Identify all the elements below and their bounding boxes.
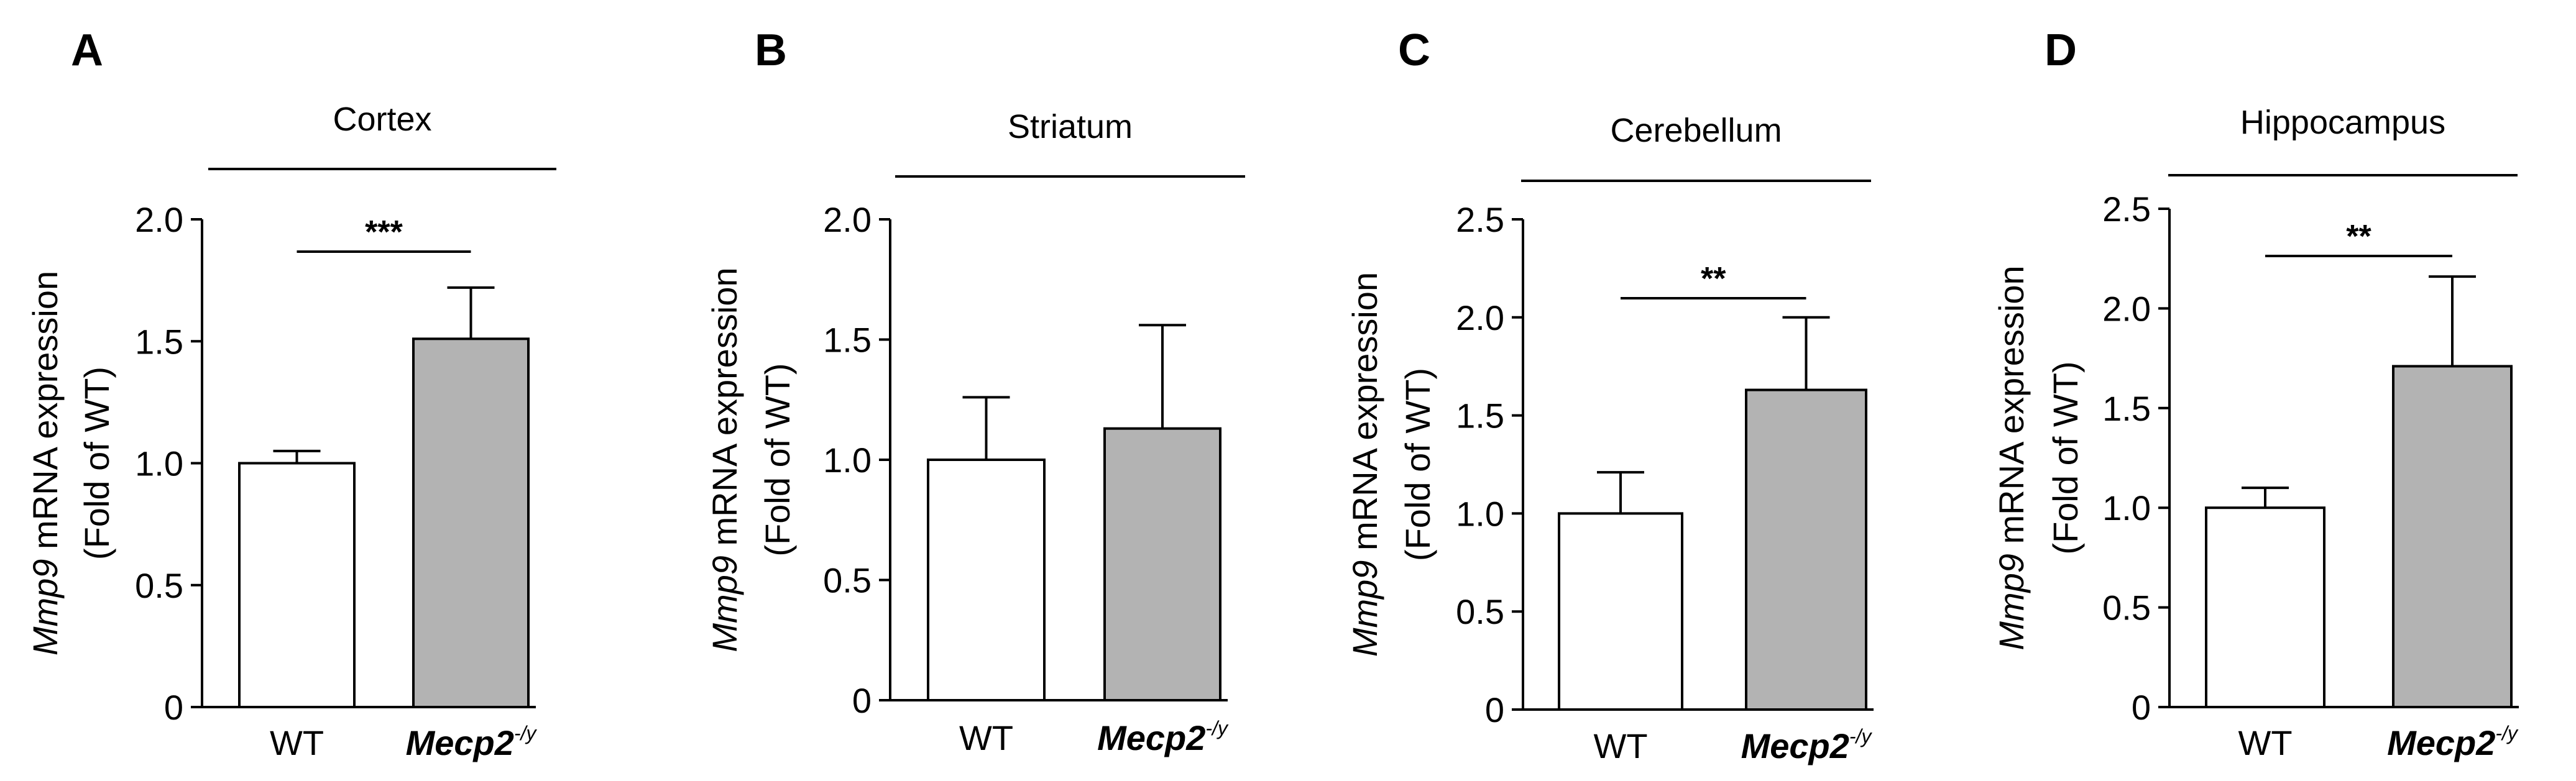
category-name: Mecp2 [1097,718,1205,757]
x-tick-label-mecp2: Mecp2-/y [2387,722,2519,762]
y-tick-label: 0 [164,688,183,727]
y-axis-label: Mmp9 mRNA expression [705,267,744,652]
panel-label: D [2045,25,2077,75]
region-title: Cortex [333,101,431,138]
region-title: Striatum [1008,108,1133,145]
x-tick-label-wt: WT [1593,726,1647,765]
y-tick-label: 0 [852,681,872,720]
x-tick-label-wt: WT [2238,723,2292,762]
bar-mecp2 [2392,365,2513,708]
y-tick-label: 1.0 [1456,494,1504,533]
significance-stars: ** [2346,219,2371,255]
bar-mecp2 [1103,427,1221,701]
y-axis-label-line2: (Fold of WT) [1398,368,1437,561]
category-name: WT [959,718,1013,757]
category-name: WT [2238,723,2292,762]
y-tick-label: 1.5 [823,321,872,360]
panel-a: A Cortex 0 0.5 1.0 1.5 2.0 Mmp9 mRNA expression… [25,25,556,762]
y-axis-label-rest: mRNA expression [705,267,744,555]
category-name: WT [1593,726,1647,765]
y-axis-label-gene: Mmp9 [705,555,744,652]
y-tick-label: 2.5 [1456,200,1504,239]
category-superscript: -/y [2495,722,2519,744]
bar-wt [238,462,356,708]
x-tick-label-mecp2: Mecp2-/y [406,722,538,762]
y-axis-label-line2: (Fold of WT) [2046,361,2085,554]
y-tick-label: 0 [2132,688,2151,727]
y-axis-label-line2: (Fold of WT) [758,363,797,556]
panel-label: C [1398,25,1430,75]
y-tick-label: 1.0 [135,444,183,483]
y-axis-label-gene: Mmp9 [1345,560,1384,657]
y-axis-label-gene: Mmp9 [1992,554,2031,651]
bar-wt [1558,512,1683,711]
region-title: Cerebellum [1610,112,1782,149]
y-axis-label-line2: (Fold of WT) [77,367,116,560]
y-tick-label: 0 [1485,690,1504,729]
significance-stars: ** [1701,261,1726,297]
bar-wt [2205,506,2325,708]
panel-d: D Hippocampus 0 0.5 1.0 1.5 2.0 2.5 Mmp9 mRNA ex… [1992,25,2519,762]
y-tick-label: 2.0 [2102,289,2151,328]
y-tick-label: 0.5 [2102,588,2151,628]
y-axis-label: Mmp9 mRNA expression [1992,265,2031,650]
y-tick-label: 0.5 [135,566,183,605]
y-axis-label-gene: Mmp9 [25,559,65,656]
panel-b: B Striatum 0 0.5 1.0 1.5 2.0 Mmp9 mRNA expressi… [705,25,1245,757]
y-tick-label: 1.5 [135,322,183,361]
panel-label: B [755,25,787,75]
y-tick-label: 2.5 [2102,190,2151,229]
category-name: WT [270,723,324,762]
x-tick-label-mecp2: Mecp2-/y [1097,717,1229,757]
y-axis-label-rest: mRNA expression [25,271,65,559]
category-superscript: -/y [514,722,538,744]
bar-wt [927,459,1046,701]
y-tick-label: 1.5 [1456,396,1504,436]
x-tick-label-wt: WT [270,723,324,762]
y-tick-label: 1.0 [2102,488,2151,528]
y-tick-label: 2.0 [135,200,183,239]
panel-c: C Cerebellum 0 0.5 1.0 1.5 2.0 2.5 Mmp9 mRNA exp… [1345,25,1874,765]
y-tick-label: 2.0 [823,200,872,239]
region-title: Hippocampus [2240,104,2445,141]
bar-mecp2 [412,337,530,708]
y-tick-label: 2.0 [1456,298,1504,337]
panel-label: A [71,25,103,75]
category-name: Mecp2 [1741,726,1849,765]
y-axis-label: Mmp9 mRNA expression [25,271,65,655]
category-name: Mecp2 [406,723,514,762]
y-axis-label-rest: mRNA expression [1992,265,2031,554]
bar-mecp2 [1745,388,1867,711]
x-tick-label-wt: WT [959,718,1013,757]
y-tick-label: 1.0 [823,441,872,480]
y-tick-label: 1.5 [2102,389,2151,428]
y-axis-label-rest: mRNA expression [1345,272,1384,560]
y-axis-label: Mmp9 mRNA expression [1345,272,1384,657]
x-tick-label-mecp2: Mecp2-/y [1741,725,1873,765]
y-tick-label: 0.5 [823,561,872,600]
category-superscript: -/y [1849,725,1873,747]
significance-stars: *** [365,214,403,250]
y-tick-label: 0.5 [1456,592,1504,631]
category-superscript: -/y [1205,717,1229,739]
category-name: Mecp2 [2387,723,2495,762]
